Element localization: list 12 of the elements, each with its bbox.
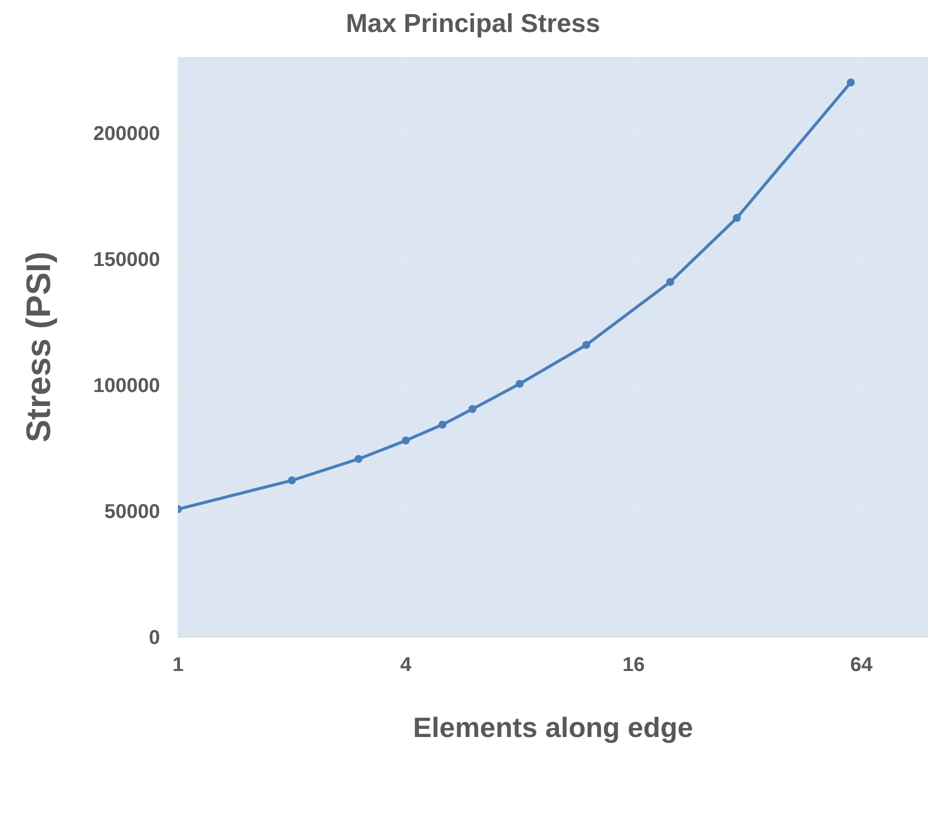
- x-tick-label: 1: [172, 654, 184, 676]
- x-tick-label: 4: [400, 654, 412, 676]
- y-tick-label: 150000: [93, 248, 160, 271]
- x-axis-title: Elements along edge: [412, 712, 694, 743]
- y-tick-label: 0: [148, 627, 160, 650]
- y-tick-label: 200000: [93, 122, 160, 145]
- y-axis-title: Stress (PSI): [20, 252, 58, 442]
- x-tick-label: 64: [850, 654, 874, 676]
- chart-title: Max Principal Stress: [344, 8, 602, 39]
- x-tick-label: 16: [622, 654, 645, 676]
- y-tick-label: 100000: [93, 374, 160, 397]
- y-tick-label: 50000: [104, 501, 160, 524]
